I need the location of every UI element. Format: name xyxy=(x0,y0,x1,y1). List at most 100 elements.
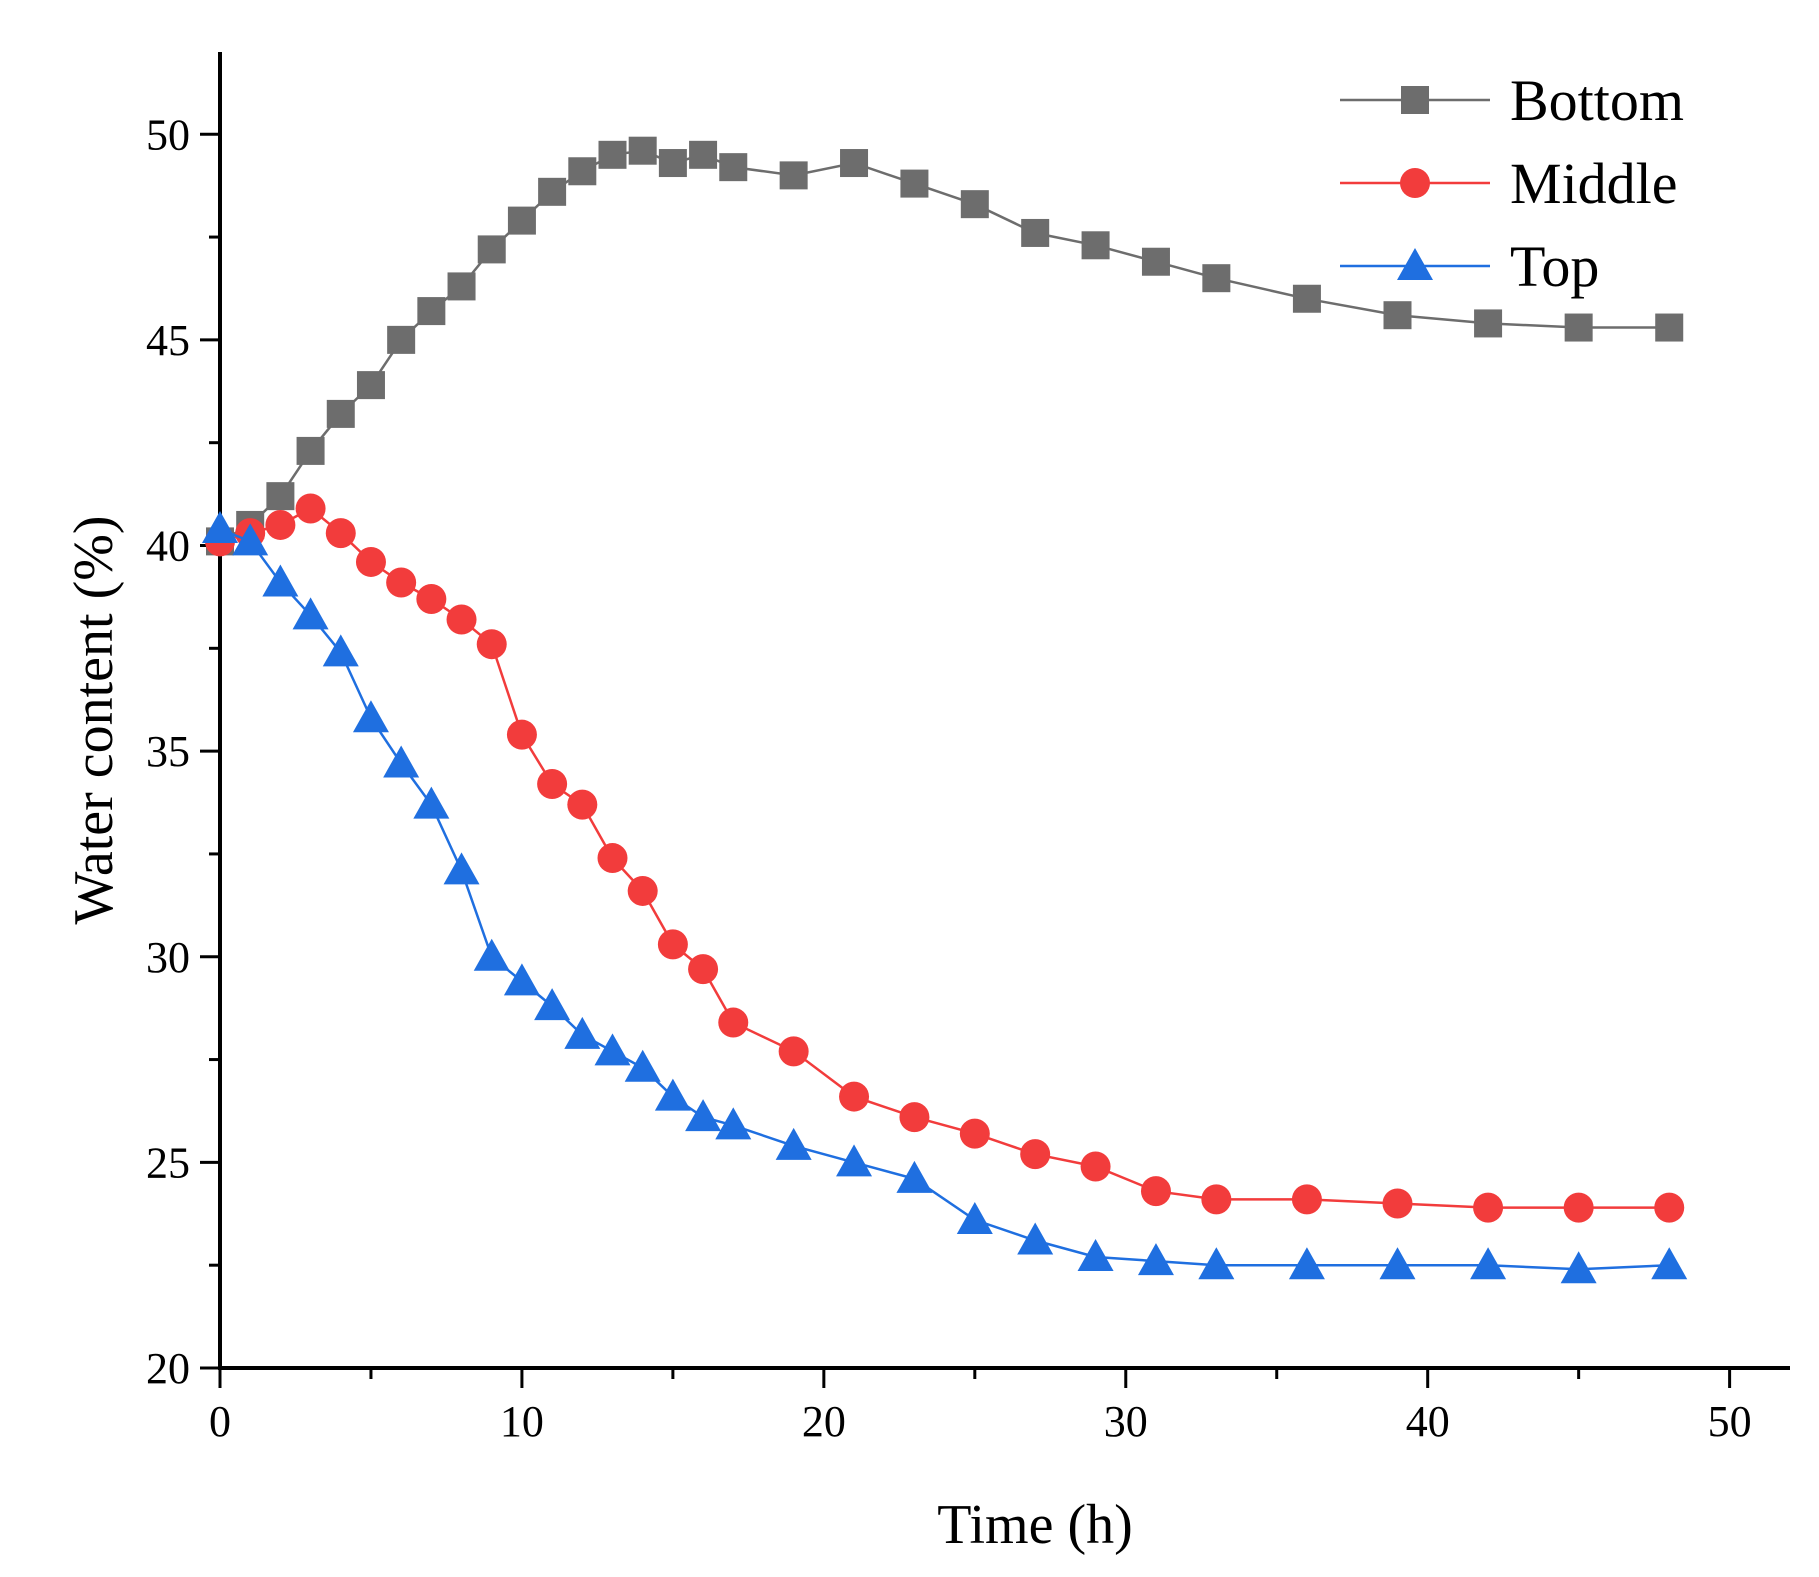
data-point-top xyxy=(413,786,450,819)
series-bottom xyxy=(206,136,1684,556)
data-point-top xyxy=(1560,1251,1597,1284)
data-point-bottom xyxy=(447,272,476,301)
data-point-bottom xyxy=(779,161,808,190)
legend: Bottom Middle Top xyxy=(1340,68,1684,299)
data-point-top xyxy=(715,1107,752,1140)
x-tick-label: 0 xyxy=(209,1397,231,1446)
y-tick-label: 30 xyxy=(146,933,190,982)
data-point-top xyxy=(685,1099,722,1132)
y-axis-ticks: 20 25 30 35 40 45 50 xyxy=(146,110,220,1393)
data-point-top xyxy=(775,1127,812,1160)
data-point-bottom xyxy=(1202,264,1231,293)
data-point-top xyxy=(534,988,571,1021)
data-point-middle xyxy=(416,583,447,614)
series-line-middle xyxy=(219,507,1670,1209)
data-point-top xyxy=(232,523,269,556)
data-point-top xyxy=(1288,1247,1325,1280)
legend-marker-top xyxy=(1397,248,1433,280)
data-point-bottom xyxy=(900,169,929,198)
axes xyxy=(218,52,1790,1370)
data-point-top xyxy=(1077,1238,1114,1271)
data-point-top xyxy=(896,1160,933,1193)
data-point-middle xyxy=(446,604,477,635)
data-point-middle xyxy=(1020,1139,1051,1170)
data-point-bottom xyxy=(387,325,416,354)
data-point-bottom xyxy=(719,153,748,182)
data-point-top xyxy=(594,1033,631,1066)
data-point-top xyxy=(1379,1247,1416,1280)
x-tick-label: 50 xyxy=(1708,1397,1752,1446)
data-point-top xyxy=(1651,1247,1688,1280)
data-point-middle xyxy=(657,929,688,960)
legend-item-middle: Middle xyxy=(1340,151,1678,216)
legend-item-bottom: Bottom xyxy=(1340,68,1684,133)
data-point-top xyxy=(564,1016,601,1049)
data-point-top xyxy=(292,597,329,630)
x-tick-label: 30 xyxy=(1104,1397,1148,1446)
data-point-bottom xyxy=(477,235,506,264)
legend-item-top: Top xyxy=(1340,234,1599,299)
data-point-bottom xyxy=(1655,313,1684,342)
y-tick-label: 35 xyxy=(146,727,190,776)
data-point-bottom xyxy=(417,297,446,326)
data-point-bottom xyxy=(296,436,325,465)
data-point-bottom xyxy=(1021,218,1050,247)
data-point-top xyxy=(1137,1243,1174,1276)
data-point-middle xyxy=(1201,1184,1232,1215)
data-point-bottom xyxy=(266,482,295,511)
series-line-top xyxy=(219,527,1670,1271)
data-point-middle xyxy=(839,1081,870,1112)
series-layer xyxy=(202,136,1688,1284)
data-point-top xyxy=(383,745,420,778)
data-point-middle xyxy=(959,1118,990,1149)
data-point-middle xyxy=(295,493,326,524)
y-tick-label: 45 xyxy=(146,316,190,365)
data-point-middle xyxy=(506,719,537,750)
series-middle xyxy=(205,493,1685,1223)
x-tick-label: 10 xyxy=(500,1397,544,1446)
y-tick-label: 20 xyxy=(146,1344,190,1393)
data-point-middle xyxy=(325,518,356,549)
y-tick-label: 50 xyxy=(146,110,190,159)
data-point-bottom xyxy=(568,157,597,186)
data-point-top xyxy=(1470,1247,1507,1280)
data-point-top xyxy=(654,1078,691,1111)
data-point-middle xyxy=(1654,1192,1685,1223)
data-point-bottom xyxy=(840,149,869,178)
data-point-bottom xyxy=(1292,284,1321,313)
data-point-bottom xyxy=(628,136,657,165)
data-point-top xyxy=(262,564,299,597)
data-point-bottom xyxy=(1564,313,1593,342)
data-point-bottom xyxy=(538,177,567,206)
data-point-bottom xyxy=(960,190,989,219)
data-point-bottom xyxy=(658,149,687,178)
data-point-middle xyxy=(386,567,417,598)
data-point-middle xyxy=(899,1102,930,1133)
data-point-middle xyxy=(718,1007,749,1038)
data-point-middle xyxy=(1382,1188,1413,1219)
data-point-top xyxy=(443,852,480,885)
data-point-middle xyxy=(627,875,658,906)
data-point-middle xyxy=(778,1036,809,1067)
data-point-middle xyxy=(265,509,296,540)
legend-label-middle: Middle xyxy=(1510,151,1678,216)
data-point-top xyxy=(352,700,389,733)
y-tick-label: 25 xyxy=(146,1138,190,1187)
legend-label-bottom: Bottom xyxy=(1510,68,1684,133)
data-point-bottom xyxy=(1081,231,1110,260)
data-point-middle xyxy=(355,546,386,577)
x-axis-ticks: 0 10 20 30 40 50 xyxy=(209,1368,1752,1446)
data-point-top xyxy=(836,1144,873,1177)
data-point-bottom xyxy=(1474,309,1503,338)
data-point-middle xyxy=(1140,1176,1171,1207)
data-point-middle xyxy=(567,789,598,820)
legend-marker-middle xyxy=(1400,168,1430,198)
data-point-top xyxy=(503,963,540,996)
x-tick-label: 20 xyxy=(802,1397,846,1446)
data-point-middle xyxy=(1080,1151,1111,1182)
data-point-middle xyxy=(1563,1192,1594,1223)
data-point-top xyxy=(473,938,510,971)
data-point-top xyxy=(1198,1247,1235,1280)
data-point-middle xyxy=(688,954,719,985)
data-point-bottom xyxy=(507,206,536,235)
